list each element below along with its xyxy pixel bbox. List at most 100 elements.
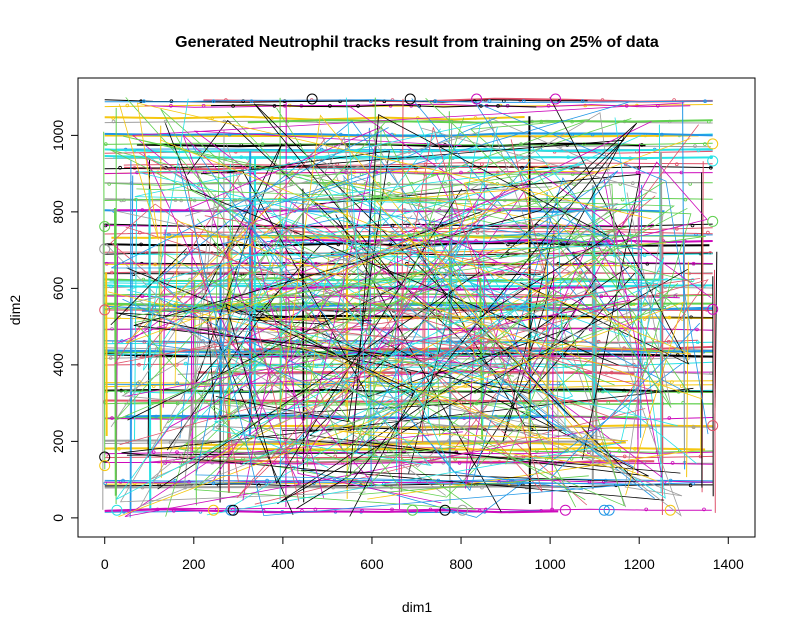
- track-point: [660, 132, 664, 137]
- track-point: [272, 104, 277, 108]
- track-point: [475, 230, 480, 235]
- track-point: [414, 170, 419, 175]
- track-diagonal: [193, 164, 550, 327]
- track-point: [570, 119, 574, 124]
- track-diagonal: [185, 126, 497, 217]
- track-start-circle: [559, 504, 571, 516]
- track-point: [624, 104, 629, 108]
- track-diagonal: [367, 449, 698, 500]
- track-point: [675, 353, 680, 357]
- track-point: [390, 223, 395, 228]
- track-horizontal: [104, 99, 713, 103]
- track-horizontal: [104, 485, 570, 489]
- track-point: [140, 208, 145, 212]
- track-point: [689, 315, 693, 320]
- track-point: [231, 104, 235, 108]
- track-point: [358, 286, 362, 291]
- track-point: [314, 364, 319, 369]
- track-point: [139, 242, 143, 247]
- track-point: [683, 197, 688, 202]
- track-point: [500, 270, 505, 275]
- x-axis-label: dim1: [402, 599, 433, 615]
- track-point: [590, 132, 595, 137]
- track-point: [286, 148, 291, 153]
- track-horizontal: [104, 132, 713, 138]
- track-diagonal: [150, 343, 190, 439]
- track-point: [261, 508, 266, 513]
- x-tick-label: 600: [360, 556, 384, 572]
- track-diagonal: [321, 215, 413, 298]
- track-point: [249, 99, 254, 103]
- track-horizontal: [163, 425, 713, 430]
- track-diagonal: [159, 298, 584, 491]
- track-point: [600, 98, 605, 102]
- track-diagonal: [126, 451, 459, 456]
- track-vertical: [279, 218, 283, 501]
- track-point: [599, 294, 604, 299]
- track-vertical: [394, 245, 398, 472]
- track-point: [496, 104, 500, 108]
- track-point: [487, 99, 492, 103]
- track-start-circle: [598, 504, 610, 516]
- track-horizontal: [111, 234, 529, 239]
- track-start-circle: [664, 504, 676, 516]
- track-point: [457, 286, 461, 291]
- track-diagonal: [285, 284, 550, 468]
- track-point: [477, 508, 482, 513]
- track-point: [118, 165, 122, 170]
- track-point: [489, 381, 494, 386]
- track-point: [703, 99, 707, 103]
- track-point: [644, 507, 648, 512]
- track-diagonal: [314, 173, 641, 460]
- track-point: [111, 119, 116, 124]
- track-point: [695, 327, 699, 332]
- track-point: [272, 461, 277, 465]
- track-point: [137, 362, 141, 367]
- track-start-circle: [707, 155, 719, 167]
- track-diagonal: [420, 127, 657, 194]
- track-start-circle: [99, 451, 111, 463]
- x-tick-label: 1000: [535, 556, 566, 572]
- track-point: [674, 162, 679, 167]
- track-start-circle: [707, 215, 719, 227]
- track-diagonal: [110, 135, 678, 507]
- track-diagonal: [227, 111, 615, 386]
- track-point: [569, 456, 574, 461]
- track-point: [119, 388, 123, 393]
- track-point: [257, 284, 262, 289]
- track-diagonal: [212, 198, 432, 466]
- track-point: [670, 461, 675, 465]
- track-point: [169, 99, 174, 103]
- track-point: [338, 132, 343, 137]
- track-point: [388, 104, 393, 108]
- track-diagonal: [196, 218, 403, 491]
- track-vertical: [160, 125, 162, 478]
- track-point: [629, 302, 633, 307]
- track-point: [622, 346, 626, 351]
- track-diagonal: [425, 97, 641, 302]
- track-horizontal: [104, 507, 712, 511]
- track-point: [702, 507, 706, 512]
- track-start-circle: [99, 221, 111, 232]
- y-axis: 0 200 400 600 800 1000: [50, 120, 79, 522]
- track-point: [117, 446, 121, 451]
- track-point: [108, 356, 113, 360]
- track-point: [606, 400, 611, 405]
- track-point: [110, 270, 114, 275]
- track-diagonal: [111, 127, 389, 269]
- track-point: [356, 400, 360, 405]
- track-horizontal: [104, 327, 713, 331]
- track-start-circle: [550, 93, 561, 105]
- track-diagonal: [134, 122, 668, 327]
- track-horizontal: [104, 115, 525, 121]
- track-point: [310, 239, 314, 243]
- track-point: [675, 227, 679, 231]
- track-point: [609, 370, 614, 375]
- track-point: [260, 142, 265, 146]
- track-point: [500, 234, 505, 239]
- track-point: [691, 425, 696, 430]
- track-diagonal: [488, 116, 627, 508]
- track-point: [649, 425, 654, 430]
- track-diagonal: [119, 186, 552, 503]
- track-start-circle: [404, 93, 416, 105]
